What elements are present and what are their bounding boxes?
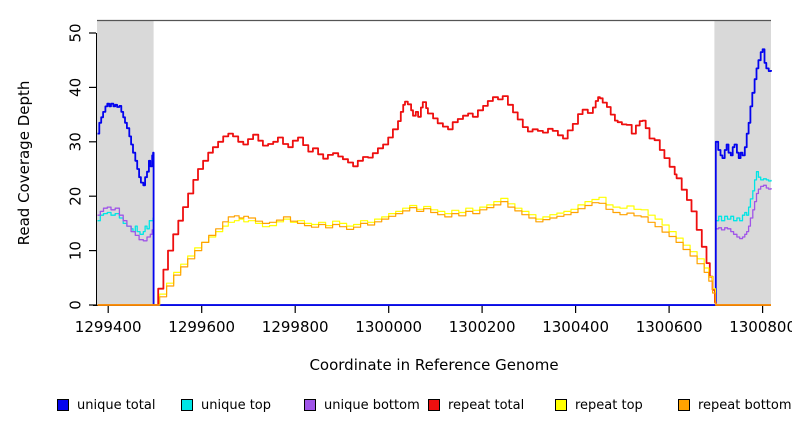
legend-label: repeat top: [575, 397, 643, 413]
legend-item-unique-top: unique top: [181, 397, 272, 413]
y-tick-label: 30: [67, 132, 85, 151]
shaded-region: [714, 20, 771, 305]
series-repeat-top: [97, 196, 771, 306]
series-repeat-bottom: [97, 201, 771, 306]
legend-item-unique-total: unique total: [57, 397, 156, 413]
y-axis-label: Read Coverage Depth: [15, 80, 33, 246]
shaded-region: [97, 20, 154, 305]
x-tick-label: 1300400: [542, 318, 609, 336]
x-tick-label: 1299800: [262, 318, 329, 336]
y-tick-label: 0: [67, 300, 85, 310]
legend-label: unique total: [77, 397, 156, 413]
y-tick-label: 20: [67, 187, 85, 206]
x-tick-label: 1300800: [729, 318, 792, 336]
legend-swatch-unique-bottom: [304, 399, 316, 411]
series-repeat-total: [97, 95, 771, 306]
x-tick-label: 1299400: [75, 318, 142, 336]
legend-item-repeat-total: repeat total: [428, 397, 525, 413]
legend-swatch-repeat-bottom: [678, 399, 690, 411]
legend: unique total unique top unique bottom repea…: [0, 398, 792, 414]
legend-swatch-repeat-total: [428, 399, 440, 411]
y-tick-label: 10: [67, 241, 85, 260]
series-unique-top: [97, 171, 772, 306]
x-axis-label: Coordinate in Reference Genome: [309, 356, 559, 374]
x-tick-label: 1300000: [355, 318, 422, 336]
y-tick-label: 50: [67, 23, 85, 42]
legend-label: unique top: [201, 397, 272, 413]
legend-label: repeat bottom: [698, 397, 792, 413]
series-unique-bottom: [97, 184, 772, 306]
legend-swatch-unique-total: [57, 399, 69, 411]
legend-item-unique-bottom: unique bottom: [304, 397, 420, 413]
legend-item-repeat-bottom: repeat bottom: [678, 397, 792, 413]
legend-swatch-unique-top: [181, 399, 193, 411]
x-tick-label: 1300600: [636, 318, 703, 336]
legend-label: repeat total: [448, 397, 525, 413]
x-tick-label: 1299600: [168, 318, 235, 336]
legend-label: unique bottom: [324, 397, 420, 413]
y-tick-label: 40: [67, 78, 85, 97]
legend-swatch-repeat-top: [555, 399, 567, 411]
legend-item-repeat-top: repeat top: [555, 397, 643, 413]
series-unique-total: [97, 48, 772, 306]
x-tick-label: 1300200: [449, 318, 516, 336]
